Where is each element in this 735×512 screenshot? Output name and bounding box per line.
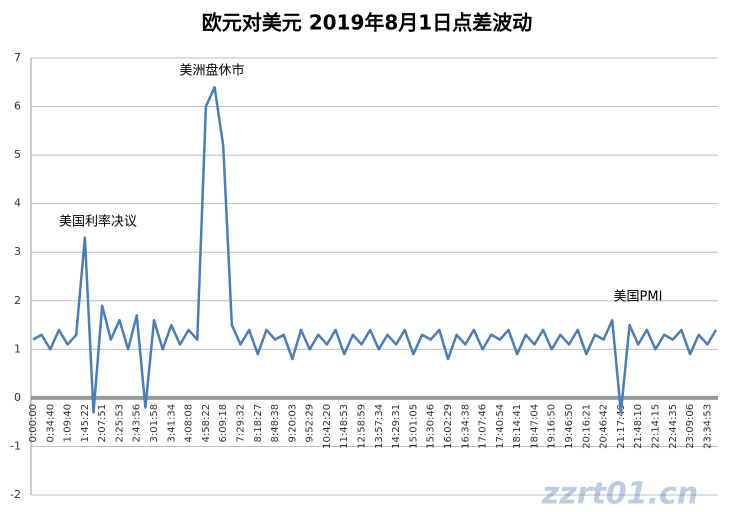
y-tick-label: 6 (14, 100, 21, 113)
x-tick-label: 23:09:06 (685, 404, 696, 449)
x-tick-label: 2:43:56 (132, 404, 143, 443)
chart-title: 欧元对美元 2019年8月1日点差波动 (202, 11, 532, 35)
y-tick-label: 7 (14, 51, 21, 64)
x-tick-label: 1:45:22 (80, 404, 91, 443)
y-tick-label: -1 (10, 439, 21, 452)
x-tick-label: 18:14:41 (512, 404, 523, 449)
x-tick-label: 17:40:54 (495, 404, 506, 449)
x-tick-label: 21:17:49 (616, 404, 627, 449)
x-tick-label: 23:34:53 (702, 404, 713, 449)
x-tick-label: 3:01:58 (149, 404, 160, 443)
x-tick-label: 0:00:00 (28, 404, 39, 443)
x-tick-label: 15:30:46 (426, 404, 437, 449)
x-tick-label: 11:48:53 (339, 404, 350, 449)
y-tick-label: 5 (14, 148, 21, 161)
x-tick-label: 2:07:51 (97, 404, 108, 443)
x-tick-label: 8:18:27 (253, 404, 264, 443)
x-tick-label: 7:29:32 (235, 404, 246, 443)
x-tick-label: 10:42:20 (322, 404, 333, 449)
x-tick-label: 19:46:50 (564, 404, 575, 449)
x-tick-label: 4:08:08 (184, 404, 195, 443)
x-tick-label: 19:16:50 (547, 404, 558, 449)
x-tick-label: 22:44:35 (668, 404, 679, 449)
y-tick-label: 3 (14, 245, 21, 258)
y-tick-label: -2 (10, 488, 21, 501)
x-tick-label: 17:07:46 (478, 404, 489, 449)
plot (32, 85, 718, 414)
x-tick-label: 16:34:38 (460, 404, 471, 449)
y-tick-label: 1 (14, 342, 21, 355)
x-tick-label: 16:02:29 (443, 404, 454, 449)
y-tick-label: 0 (14, 391, 21, 404)
x-tick-label: 21:48:10 (633, 404, 644, 449)
x-tick-label: 3:41:34 (166, 404, 177, 443)
x-tick-label: 0:34:40 (45, 404, 56, 443)
annotation: 美国PMI (614, 290, 663, 305)
x-tick-label: 20:46:42 (599, 404, 610, 449)
x-tick-label: 14:29:31 (391, 404, 402, 449)
x-tick-label: 9:20:03 (287, 404, 298, 443)
annotation: 美国利率决议 (59, 214, 137, 230)
x-tick-label: 13:57:34 (374, 404, 385, 449)
x-tick-label: 8:48:38 (270, 404, 281, 443)
y-tick-label: 4 (14, 197, 21, 210)
x-tick-label: 6:09:18 (218, 404, 229, 443)
x-tick-label: 1:09:40 (63, 404, 74, 443)
annotation: 美洲盘休市 (179, 63, 244, 79)
series-line (32, 85, 718, 414)
x-tick-label: 2:25:53 (114, 404, 125, 443)
y-tick-label: 2 (14, 294, 21, 307)
x-tick-label: 22:14:15 (650, 404, 661, 449)
x-tick-label: 15:01:05 (408, 404, 419, 449)
x-tick-label: 4:58:22 (201, 404, 212, 443)
x-tick-label: 20:16:21 (581, 404, 592, 449)
watermark: zzrt01.cn (541, 477, 698, 512)
x-tick-label: 12:58:59 (357, 404, 368, 449)
x-tick-label: 9:52:29 (305, 404, 316, 443)
x-tick-label: 18:47:04 (529, 404, 540, 449)
